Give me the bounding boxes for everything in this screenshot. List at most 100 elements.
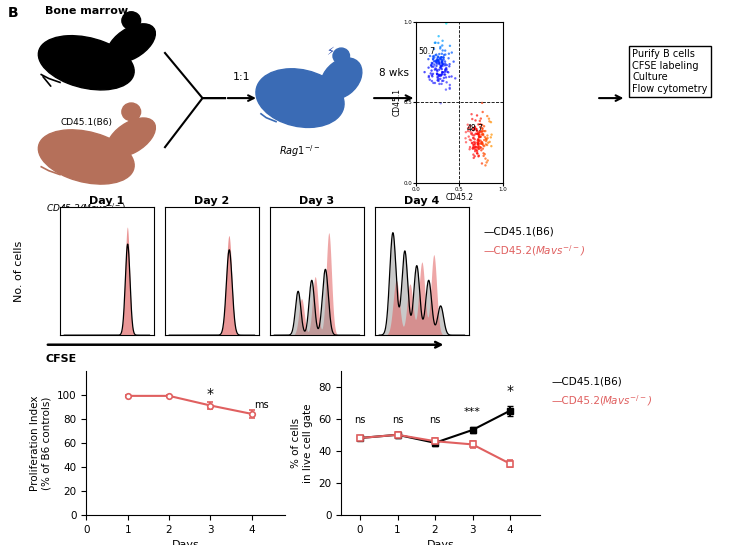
Ellipse shape: [107, 24, 155, 63]
Point: [433, 58, 445, 67]
Point: [475, 143, 487, 152]
Point: [419, 68, 430, 76]
Point: [471, 149, 483, 158]
Point: [426, 59, 438, 68]
Point: [436, 57, 448, 65]
Point: [434, 43, 446, 51]
Point: [482, 138, 494, 147]
Point: [468, 131, 480, 140]
Point: [467, 134, 479, 143]
Point: [434, 54, 446, 63]
Point: [477, 130, 489, 138]
Point: [478, 150, 490, 159]
Point: [466, 138, 478, 147]
Point: [474, 132, 486, 141]
Text: $Rag1^{-/-}$: $Rag1^{-/-}$: [279, 143, 321, 159]
Point: [473, 136, 485, 145]
Text: —CD45.1(B6): —CD45.1(B6): [484, 227, 554, 237]
Text: Purify B cells
CFSE labeling
Culture
Flow cytometry: Purify B cells CFSE labeling Culture Flo…: [632, 49, 708, 94]
Point: [436, 60, 448, 69]
Point: [473, 132, 485, 141]
Point: [472, 138, 484, 147]
Point: [474, 117, 486, 125]
Point: [481, 136, 493, 144]
Point: [485, 142, 497, 150]
Point: [435, 55, 447, 64]
Point: [449, 74, 461, 83]
Point: [481, 141, 493, 149]
Point: [475, 114, 487, 123]
Text: ⚡: ⚡: [326, 47, 334, 57]
Point: [441, 60, 453, 69]
Point: [444, 41, 456, 50]
Point: [436, 70, 448, 78]
Point: [468, 138, 480, 147]
X-axis label: CD45.2: CD45.2: [446, 193, 473, 202]
Point: [469, 123, 481, 132]
Point: [440, 65, 452, 74]
Text: B: B: [8, 6, 18, 20]
Point: [448, 57, 460, 66]
Point: [434, 71, 446, 80]
Point: [479, 126, 491, 135]
Text: CFSE: CFSE: [45, 354, 76, 364]
Point: [463, 123, 475, 132]
Point: [425, 66, 437, 75]
Point: [433, 50, 445, 58]
Title: Day 4: Day 4: [404, 196, 439, 207]
Y-axis label: Proliferation Index
(% of B6 controls): Proliferation Index (% of B6 controls): [30, 395, 51, 490]
Point: [465, 129, 477, 138]
Point: [436, 53, 448, 62]
Point: [469, 152, 481, 161]
Point: [431, 59, 443, 68]
Point: [428, 57, 440, 66]
Point: [435, 62, 447, 70]
Point: [425, 61, 437, 70]
Point: [433, 60, 445, 69]
Point: [467, 143, 479, 152]
Point: [440, 66, 452, 75]
Point: [439, 57, 451, 66]
Point: [484, 117, 496, 126]
Point: [423, 73, 435, 82]
Point: [472, 140, 484, 149]
Point: [436, 68, 448, 77]
Point: [436, 50, 448, 58]
Point: [471, 126, 483, 135]
Point: [474, 132, 486, 141]
Point: [440, 78, 452, 87]
Point: [436, 65, 448, 74]
Point: [433, 65, 445, 74]
Point: [473, 132, 485, 141]
Point: [436, 60, 448, 69]
Title: Day 2: Day 2: [194, 196, 230, 207]
Point: [437, 76, 449, 85]
Point: [474, 120, 486, 129]
Point: [428, 45, 440, 53]
Point: [471, 111, 483, 120]
Point: [427, 72, 439, 81]
Point: [468, 141, 480, 149]
Point: [436, 41, 448, 50]
Point: [476, 146, 488, 155]
Point: [427, 78, 439, 87]
Point: [436, 57, 448, 66]
Text: CD45.1(B6): CD45.1(B6): [60, 118, 112, 127]
Point: [475, 143, 487, 152]
Point: [433, 56, 445, 64]
Point: [431, 70, 443, 78]
Text: —CD45.1(B6): —CD45.1(B6): [551, 377, 622, 386]
Point: [476, 124, 488, 133]
Point: [478, 152, 490, 160]
Point: [433, 59, 445, 68]
Point: [431, 58, 443, 66]
Point: [472, 135, 484, 143]
Point: [427, 52, 439, 61]
Point: [437, 53, 449, 62]
Point: [433, 70, 445, 79]
Point: [430, 65, 442, 74]
Point: [446, 72, 458, 81]
Point: [430, 38, 442, 47]
Point: [476, 120, 488, 129]
Point: [436, 62, 448, 70]
